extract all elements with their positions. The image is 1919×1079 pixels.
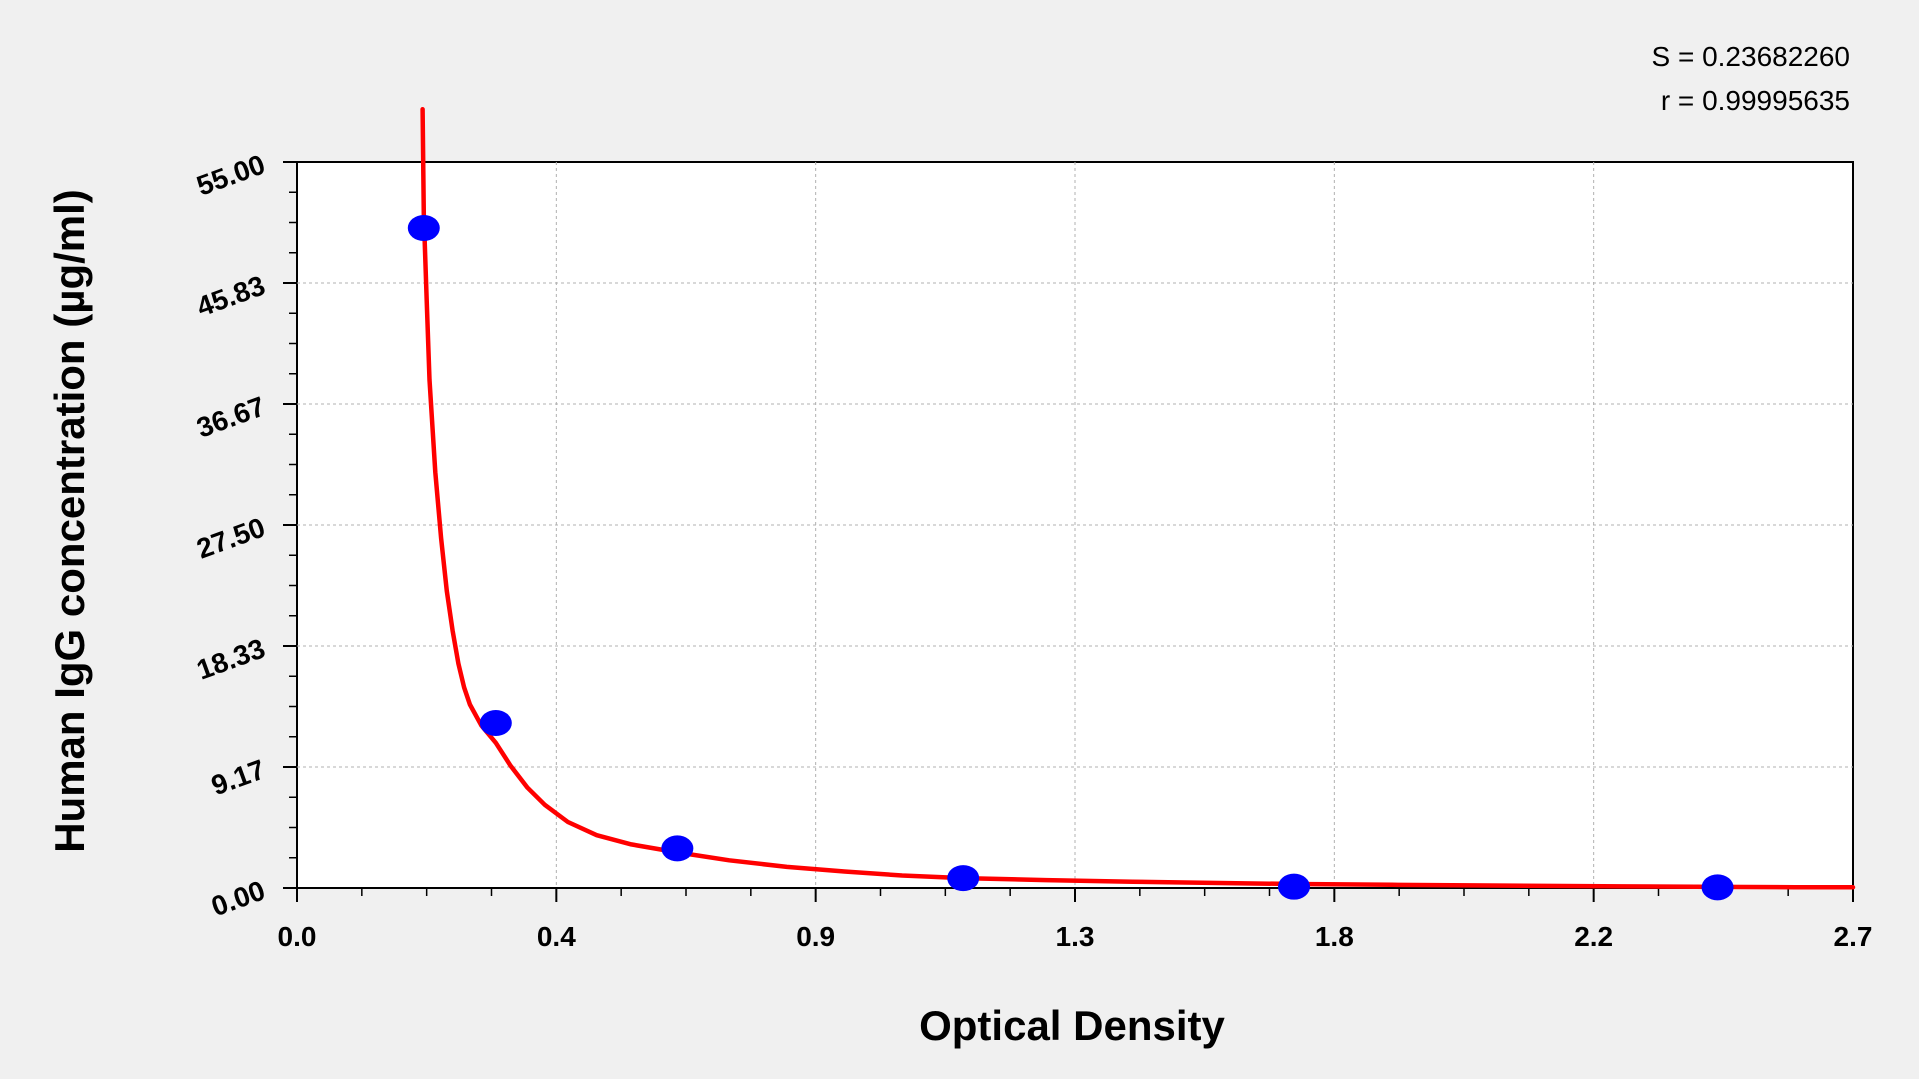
x-tick-label: 1.3 [1056,921,1095,952]
x-tick-label: 2.7 [1834,921,1873,952]
data-point [947,865,980,892]
data-point [407,215,440,241]
fitted-curve [420,106,1856,890]
x-tick-label: 0.9 [796,921,835,952]
grid-lines [297,162,1853,888]
fitted-curve-group [420,106,1856,890]
data-point [1277,873,1310,900]
r-value-annotation: r = 0.99995635 [1661,85,1850,116]
y-axis-title: Human IgG concentration (µg/ml) [46,189,93,853]
x-tick-label: 1.8 [1315,921,1354,952]
data-point [1701,874,1734,901]
data-point [661,835,694,862]
x-axis-title: Optical Density [919,1002,1225,1049]
x-tick-label: 0.4 [537,921,576,952]
x-tick-label: 0.0 [278,921,317,952]
x-tick-label: 2.2 [1574,921,1613,952]
data-point [479,710,512,736]
data-points [407,215,1734,901]
s-value-annotation: S = 0.23682260 [1651,41,1850,72]
